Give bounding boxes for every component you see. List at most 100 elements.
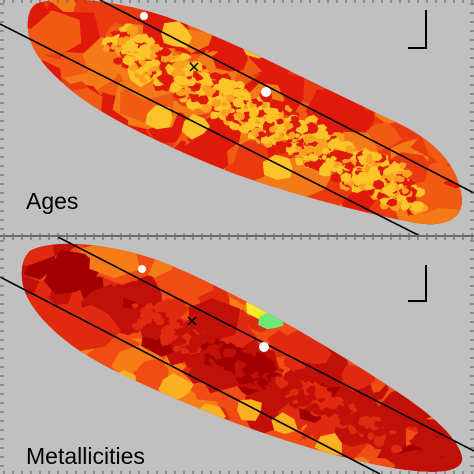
metallicities-core-cell (291, 388, 299, 396)
metallicities-cell (186, 440, 221, 472)
ages-cell (95, 123, 133, 165)
ages-cell (27, 54, 34, 86)
ages-fine-cell (386, 198, 398, 207)
ages-fine-cell (165, 76, 175, 84)
ages-cell (145, 145, 172, 174)
ages-fine-cell (400, 203, 411, 211)
ages-cell (99, 176, 143, 204)
metallicities-core-cell (150, 330, 161, 338)
ages-cell (311, 0, 361, 40)
ages-fine-cell (194, 74, 204, 81)
metallicities-core-cell (306, 385, 316, 395)
metallicities-cell (0, 311, 17, 329)
metallicities-cell (331, 280, 378, 320)
metallicities-cell (309, 303, 336, 325)
metallicities-cell (37, 344, 81, 373)
metallicities-core-cell (274, 376, 286, 385)
metallicities-cell (70, 405, 128, 447)
ages-fine-cell (308, 153, 318, 162)
metallicities-center-cross-icon (187, 316, 197, 326)
ages-cell (211, 0, 274, 24)
metallicities-core-cell (269, 385, 279, 394)
ages-fine-cell (225, 94, 235, 103)
ages-fine-cell (399, 162, 407, 171)
metallicities-cell (176, 407, 212, 441)
metallicities-cell (267, 254, 301, 283)
ages-scale-bar-icon (408, 10, 427, 49)
ages-fine-cell (121, 48, 130, 55)
metallicities-cell-yellow (237, 399, 262, 421)
metallicities-cell (189, 441, 216, 462)
ages-fine-cell (149, 59, 162, 66)
ages-fine-cell (232, 97, 244, 108)
ages-fine-cell (331, 167, 338, 173)
metallicities-core-cell (374, 436, 385, 447)
metallicities-cell (21, 373, 25, 411)
ages-fine-cell (126, 42, 139, 53)
ages-fine-cell (251, 131, 259, 138)
ages-fine-cell (160, 47, 172, 57)
metallicities-core-cell (298, 394, 312, 407)
metallicities-cell (304, 243, 359, 268)
ages-cell (73, 128, 147, 183)
ages-cell (434, 95, 463, 142)
metallicities-cell (331, 319, 380, 360)
metallicities-cell (143, 434, 200, 472)
metallicities-cell (263, 243, 306, 276)
ages-fine-cell (364, 183, 374, 191)
ages-fine-cell (362, 190, 369, 196)
ages-fine-cell (218, 77, 232, 88)
metallicities-cell (317, 260, 374, 308)
ages-cell (137, 172, 187, 216)
ages-map (0, 0, 474, 236)
metallicities-cell (323, 280, 366, 315)
ages-cell (27, 0, 50, 30)
ages-axis-ticks (0, 0, 474, 236)
metallicities-core-cell (172, 345, 182, 353)
metallicities-cell (104, 379, 150, 419)
metallicities-cell (188, 298, 241, 342)
ages-fine-cell (332, 138, 343, 148)
ages-cell (448, 220, 463, 225)
ages-hole-small (140, 12, 148, 20)
metallicities-cell (330, 262, 365, 285)
ages-slit-line-upper (99, 0, 474, 194)
metallicities-cell-yellow (43, 354, 72, 384)
ages-cell (27, 98, 76, 147)
metallicities-core-cell (311, 406, 322, 415)
ages-fine-cell (225, 113, 235, 122)
ages-fine-cell (145, 70, 152, 77)
ages-fine-cell (171, 82, 177, 89)
metallicities-core-cell (159, 333, 170, 343)
ages-fine-cell (319, 162, 332, 172)
metallicities-core-cell (171, 321, 182, 330)
panel-divider (0, 235, 474, 237)
metallicities-cell (441, 351, 463, 378)
ages-cell (278, 217, 329, 225)
ages-cell (275, 6, 326, 50)
ages-fine-cell (243, 95, 250, 101)
ages-fine-cell (386, 190, 393, 197)
metallicities-cell (24, 409, 67, 440)
ages-fine-cell (330, 172, 344, 183)
ages-fine-cell (172, 60, 187, 71)
metallicities-cell (21, 243, 55, 267)
ages-fine-cell (159, 81, 173, 92)
ages-label: Ages (26, 188, 79, 214)
metallicities-core-cell (236, 350, 245, 359)
metallicities-cell (182, 443, 234, 472)
metallicities-cell (151, 432, 189, 458)
ages-cell (63, 137, 106, 168)
ages-cell (369, 209, 408, 225)
ages-cell (432, 0, 463, 27)
metallicities-cell (287, 279, 325, 309)
ages-cell (27, 105, 56, 150)
ages-fine-cell (388, 160, 401, 171)
metallicities-cell (180, 243, 230, 263)
ages-fine-cell (277, 147, 287, 154)
ages-fine-cell (268, 125, 278, 133)
ages-center-cross-icon (189, 62, 199, 72)
ages-cell (113, 176, 148, 203)
ages-fine-cell (123, 36, 130, 41)
